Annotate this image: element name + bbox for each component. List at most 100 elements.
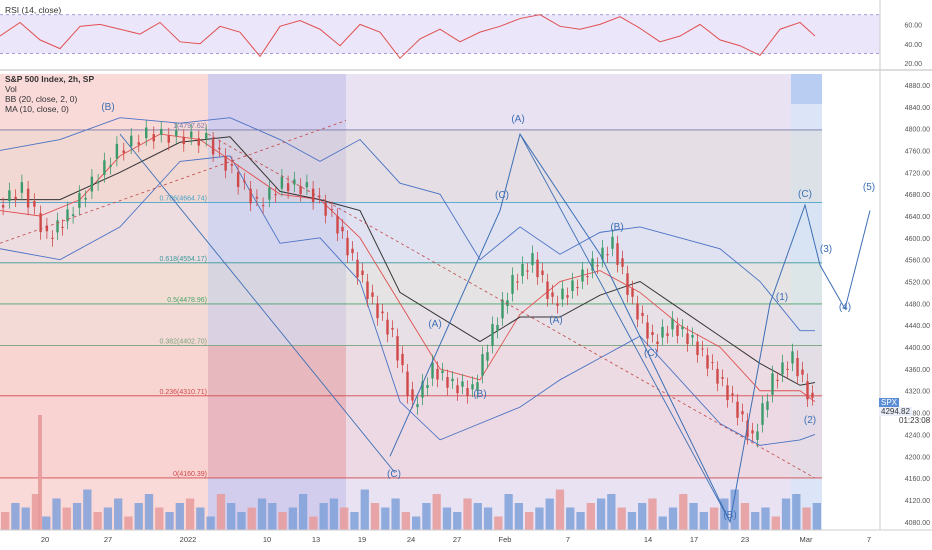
rsi-tick-label: 20.00 xyxy=(904,61,922,68)
candle-body xyxy=(274,194,277,196)
candle-body xyxy=(351,248,354,254)
volume-bar xyxy=(237,512,246,530)
ma-line xyxy=(0,133,816,403)
volume-bar xyxy=(62,507,71,530)
candle-body xyxy=(286,183,290,192)
candle-body xyxy=(591,258,594,271)
candle-body xyxy=(646,322,649,339)
candle-body xyxy=(401,353,404,366)
candle-body xyxy=(711,362,714,364)
candle-body xyxy=(441,370,444,373)
volume-bar xyxy=(401,512,410,530)
time-tick-label: 14 xyxy=(644,535,652,544)
volume-bar xyxy=(288,507,297,530)
candle-body xyxy=(731,393,734,396)
wave-label: (C) xyxy=(495,190,509,201)
wave-label: (3) xyxy=(820,244,832,255)
trend-line xyxy=(519,133,731,523)
legend-vol: Vol xyxy=(5,84,17,94)
candle-body xyxy=(531,253,534,266)
price-tick-label: 4840.00 xyxy=(905,105,930,112)
candle-body xyxy=(391,327,394,330)
fib-label: 0(4160.39) xyxy=(173,471,207,478)
volume-bar xyxy=(412,516,421,530)
price-axis-bg xyxy=(880,74,932,530)
candle-body xyxy=(651,332,654,336)
time-tick-label: 17 xyxy=(690,535,698,544)
price-tick-label: 4200.00 xyxy=(905,454,930,461)
candle-body xyxy=(336,215,339,234)
candle-body xyxy=(236,172,240,188)
price-tick-label: 4280.00 xyxy=(905,411,930,418)
candle-body xyxy=(130,135,133,147)
volume-bar xyxy=(340,507,349,530)
fib-band xyxy=(0,303,822,346)
candle-body xyxy=(39,213,42,233)
volume-bar xyxy=(751,512,760,530)
volume-bar xyxy=(31,494,41,530)
volume-bar xyxy=(442,507,452,530)
candle-body xyxy=(411,389,414,401)
wave-label: (A) xyxy=(428,319,441,330)
candle-body xyxy=(796,357,799,377)
candle-body xyxy=(771,373,774,395)
candle-body xyxy=(51,237,54,239)
volume-bar xyxy=(761,507,770,530)
volume-bar xyxy=(319,503,328,530)
candle-body xyxy=(190,131,193,138)
volume-bar xyxy=(175,503,184,530)
volume-bar xyxy=(381,507,390,530)
candle-body xyxy=(406,371,409,396)
candle-body xyxy=(526,270,529,272)
candle-body xyxy=(61,226,64,229)
candle-body xyxy=(371,292,374,297)
wave-path xyxy=(389,132,871,524)
wave-label: (4) xyxy=(839,302,851,313)
volume-bar xyxy=(689,503,698,530)
volume-bar xyxy=(329,498,339,530)
trend-line xyxy=(0,120,347,244)
volume-bar xyxy=(627,512,637,530)
candle-body xyxy=(261,205,265,207)
volume-bar xyxy=(144,494,154,530)
candle-body xyxy=(341,226,344,232)
volume-bar xyxy=(360,489,369,530)
candle-body xyxy=(446,377,449,388)
candle-body xyxy=(346,237,349,256)
fib-band xyxy=(0,345,822,396)
candle-body xyxy=(318,195,321,197)
candle-body xyxy=(416,404,419,408)
volume-bar xyxy=(607,494,616,530)
volume-bar xyxy=(576,512,585,530)
wave-label: (C) xyxy=(387,469,401,480)
candle-body xyxy=(218,147,221,150)
candle-body xyxy=(496,324,499,331)
candle-body xyxy=(521,264,524,277)
candle-body xyxy=(96,181,100,184)
candle-body xyxy=(90,176,94,192)
volume-bar xyxy=(730,489,739,530)
candle-body xyxy=(182,136,185,145)
candle-body xyxy=(681,326,684,330)
volume-bar xyxy=(781,498,791,530)
time-tick-label: Feb xyxy=(499,535,512,544)
wave-label: (C) xyxy=(798,189,812,200)
rsi-tick-label: 60.00 xyxy=(904,22,922,29)
price-tick-label: 4440.00 xyxy=(905,323,930,330)
candle-body xyxy=(726,385,729,401)
price-tick-label: 4760.00 xyxy=(905,148,930,155)
bb-upper xyxy=(0,117,815,332)
candle-body xyxy=(741,411,744,415)
volume-bar xyxy=(586,503,595,530)
candle-body xyxy=(145,127,148,139)
time-tick-label: 27 xyxy=(104,535,112,544)
candle-body xyxy=(122,150,125,153)
candle-body xyxy=(426,385,429,389)
candle-body xyxy=(84,197,87,200)
candle-body xyxy=(361,270,364,275)
wave-label: (1) xyxy=(776,292,788,303)
price-badge-price: 4294.82 xyxy=(879,407,912,416)
candle-body xyxy=(167,135,170,143)
candle-body xyxy=(776,379,779,381)
